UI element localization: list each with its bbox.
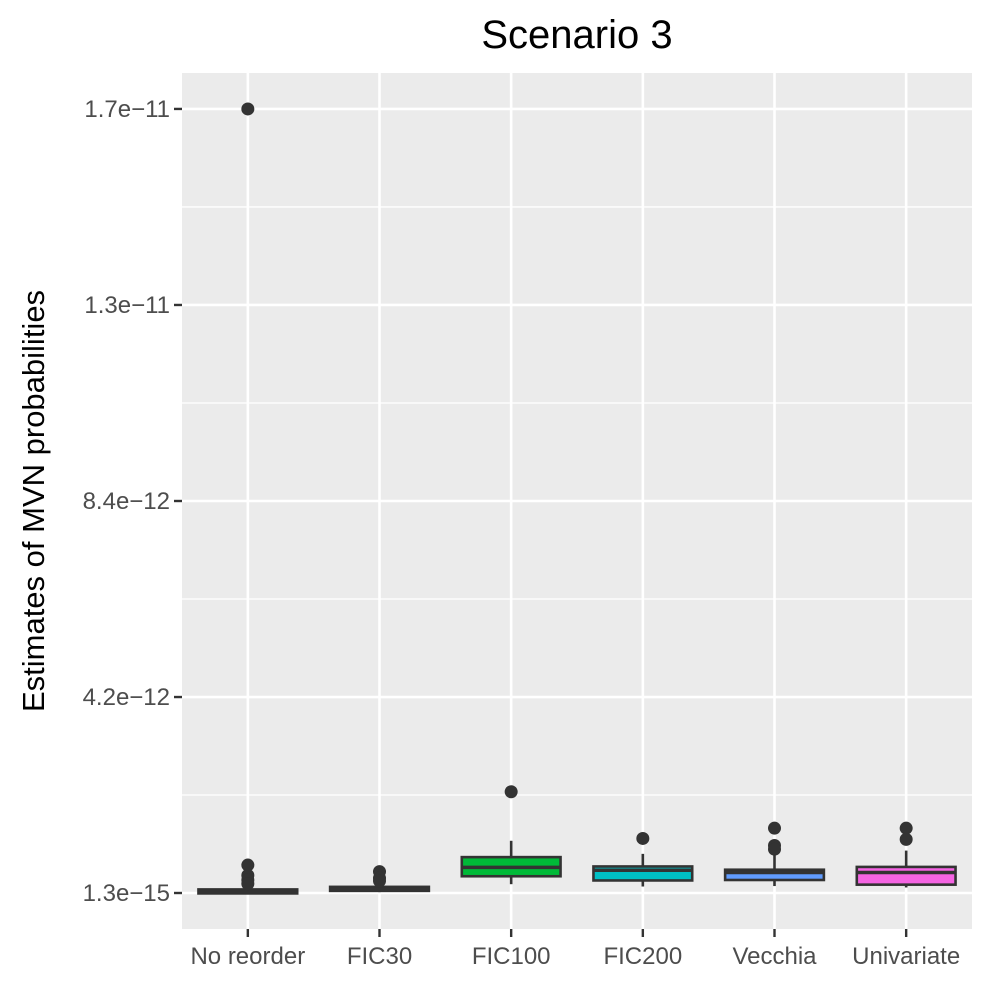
x-tick-label: FIC200 [603, 943, 682, 970]
outlier-point [373, 874, 386, 888]
box-no-reorder [197, 102, 299, 895]
y-tick-label: 1.7e−11 [84, 96, 170, 123]
x-tick-label: No reorder [190, 943, 305, 970]
y-axis: 1.3e−15 4.2e−12 8.4e−12 1.3e−11 1.7e−11 [83, 96, 182, 907]
y-tick-label: 8.4e−12 [83, 488, 170, 515]
x-tick-label: Univariate [852, 943, 960, 970]
box-body [855, 865, 957, 886]
outlier-point [636, 831, 650, 845]
grid-lines [182, 73, 972, 929]
outlier-point [241, 102, 255, 116]
y-tick-label: 1.3e−15 [83, 880, 170, 907]
x-axis: No reorder FIC30 FIC100 FIC200 Vecchia Univar… [190, 929, 960, 970]
outlier-point [504, 785, 518, 799]
outlier-point [768, 842, 781, 856]
box-fic30 [328, 865, 431, 893]
chart-title: Scenario 3 [481, 13, 672, 57]
x-tick-label: FIC100 [472, 943, 551, 970]
outlier-point [241, 858, 255, 872]
y-tick-label: 4.2e−12 [83, 684, 170, 711]
outlier-point [899, 832, 913, 846]
y-tick-label: 1.3e−11 [84, 292, 170, 319]
outlier-point [768, 821, 781, 835]
outlier-point [899, 821, 913, 835]
box-body [723, 868, 826, 882]
x-tick-label: Vecchia [732, 943, 817, 970]
x-tick-label: FIC30 [347, 943, 412, 970]
box-vecchia [723, 821, 826, 887]
y-axis-label: Estimates of MVN probabilities [16, 290, 51, 712]
box-series [197, 102, 957, 895]
box-fic200 [592, 831, 694, 887]
box-univariate [855, 821, 957, 888]
outlier-point [241, 877, 255, 891]
box-fic100 [460, 785, 562, 885]
